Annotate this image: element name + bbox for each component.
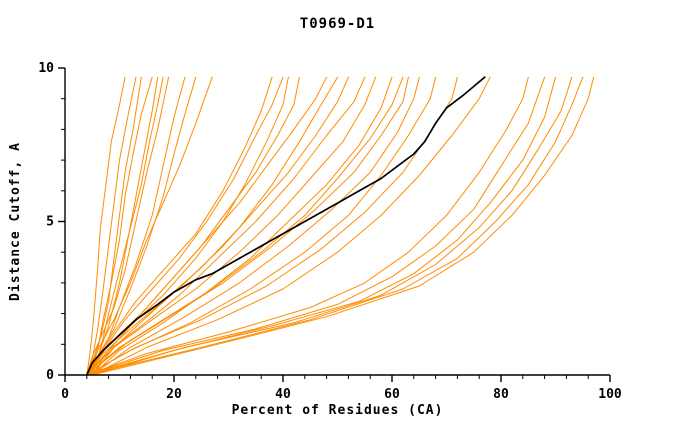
model-curve-10 (86, 76, 213, 376)
model-curve-02 (86, 76, 137, 376)
model-curve-16 (86, 76, 338, 376)
model-curve-31 (86, 76, 584, 376)
y-axis-tick-label: 0 (46, 368, 54, 383)
axis-frame (64, 68, 610, 376)
model-curve-03 (86, 76, 142, 376)
model-curve-11 (86, 76, 273, 376)
chart-title: T0969-D1 (300, 16, 375, 32)
model-curve-26 (91, 76, 491, 376)
model-curve-32 (91, 76, 595, 376)
x-axis-tick-label: 100 (598, 387, 622, 402)
x-axis-tick-label: 80 (493, 387, 509, 402)
model-curve-06 (91, 76, 164, 376)
model-curve-19 (86, 76, 377, 376)
model-curve-17 (91, 76, 349, 376)
model-curve-28 (86, 76, 546, 376)
reference-curve (85, 76, 486, 376)
model-curve-15 (86, 76, 328, 376)
x-axis-label: Percent of Residues (CA) (232, 403, 444, 418)
model-curve-20 (91, 76, 393, 376)
model-curve-12 (89, 76, 284, 376)
model-curve-29 (91, 76, 556, 376)
model-curve-04 (89, 76, 153, 376)
model-curve-18 (86, 76, 366, 376)
y-axis-tick-label: 5 (46, 215, 54, 230)
x-axis-tick-label: 60 (384, 387, 400, 402)
x-axis-tick-label: 0 (61, 387, 69, 402)
x-axis-tick-label: 20 (166, 387, 182, 402)
model-curve-09 (89, 76, 197, 376)
y-axis-label: Distance Cutoff, A (8, 142, 23, 301)
y-axis-tick-label: 10 (38, 61, 54, 76)
x-axis-tick-label: 40 (275, 387, 291, 402)
model-curve-14 (91, 76, 300, 376)
model-curve-27 (86, 76, 529, 376)
model-curve-01 (86, 76, 126, 376)
model-curve-30 (86, 76, 573, 376)
model-curve-07 (86, 76, 170, 376)
model-curve-23 (91, 76, 420, 376)
